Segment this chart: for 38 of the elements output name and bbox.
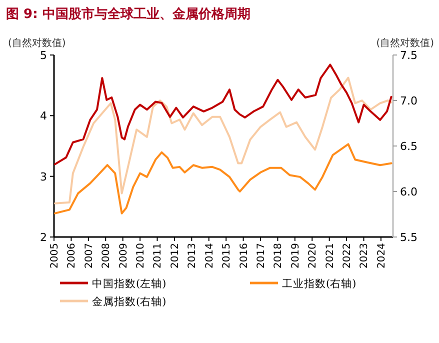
- x-tick-label: 2021: [324, 243, 336, 268]
- line-series: [54, 143, 392, 214]
- x-tick-label: 2012: [170, 243, 181, 268]
- chart-title: 图 9: 中国股市与全球工业、金属价格周期: [6, 6, 250, 22]
- x-tick-label: 2018: [273, 243, 284, 268]
- x-tick-label: 2013: [187, 243, 198, 268]
- x-tick-label: 2015: [222, 243, 233, 268]
- x-tick-label: 2019: [290, 243, 302, 268]
- x-tick-label: 2017: [256, 243, 267, 268]
- x-tick-label: 2010: [136, 243, 147, 268]
- line-series: [54, 64, 392, 166]
- x-tick-label: 2007: [84, 243, 95, 268]
- line-series: [54, 76, 392, 204]
- y2-tick-label: 6.0: [400, 186, 418, 198]
- y-tick-label: 4: [40, 110, 47, 123]
- legend-label: 工业指数(右轴): [282, 277, 356, 290]
- y-tick-label: 3: [40, 170, 47, 184]
- y2-tick-label: 7.0: [400, 94, 418, 108]
- x-tick-label: 2008: [101, 243, 112, 268]
- legend-label: 中国指数(左轴): [92, 277, 166, 290]
- x-tick-label: 2014: [204, 243, 216, 268]
- y2-tick-label: 5.5: [400, 231, 418, 244]
- x-tick-label: 2020: [308, 243, 319, 268]
- y-axis-title: (自然对数值): [8, 37, 66, 49]
- y2-tick-label: 7.5: [400, 49, 418, 62]
- x-tick-label: 2016: [238, 243, 250, 268]
- x-tick-label: 2011: [152, 243, 164, 268]
- y2-axis-title: (自然对数值): [376, 37, 434, 49]
- x-tick-label: 2023: [359, 243, 370, 268]
- x-tick-label: 2022: [342, 243, 354, 268]
- legend-label: 金属指数(右轴): [92, 295, 166, 308]
- x-tick-label: 2024: [376, 243, 388, 268]
- y2-tick-label: 6.5: [400, 140, 418, 153]
- y-tick-label: 2: [40, 231, 47, 244]
- x-tick-label: 2005: [50, 243, 60, 268]
- x-tick-label: 2009: [118, 243, 130, 268]
- y-tick-label: 5: [40, 49, 47, 62]
- x-tick-label: 2006: [66, 243, 78, 268]
